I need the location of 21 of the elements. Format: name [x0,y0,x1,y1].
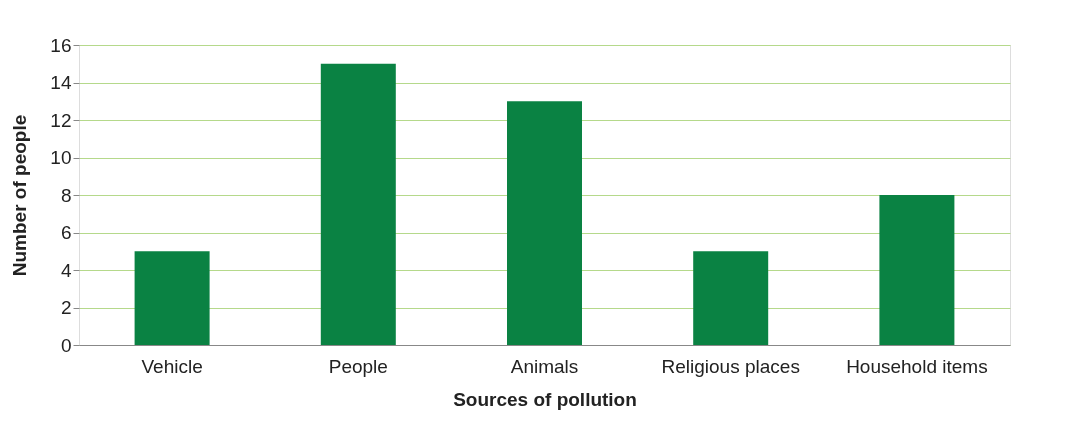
y-axis-title: Number of people [9,114,31,277]
bar [134,251,210,345]
x-tick-label: Animals [510,355,579,377]
y-tick-label: 0 [60,334,72,356]
y-tick-label: 16 [50,34,72,56]
bar [507,101,582,345]
bar [320,63,396,345]
y-tick-label: 10 [50,147,72,168]
x-tick-label: People [328,355,388,377]
y-tick-label: 6 [60,222,72,243]
y-tick-label: 14 [50,72,72,93]
x-axis-title: Sources of pollution [453,388,637,410]
x-tick-label: Household items [846,355,988,377]
bar [693,251,769,345]
y-tick-label: 4 [60,259,72,281]
x-tick-label: Religious places [661,355,800,377]
x-tick-label: Vehicle [141,355,203,377]
y-tick-label: 12 [50,109,72,131]
y-tick-label: 2 [60,297,72,318]
y-tick-label: 8 [60,184,72,206]
bar [879,195,955,345]
